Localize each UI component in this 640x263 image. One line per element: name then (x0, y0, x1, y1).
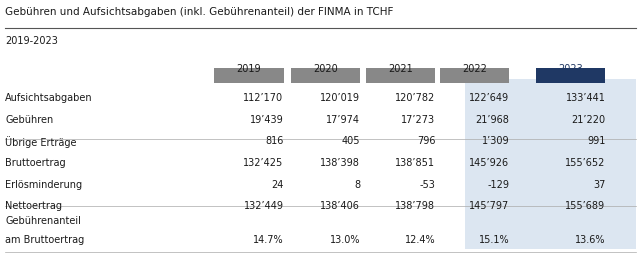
Text: 145’926: 145’926 (469, 158, 509, 168)
Text: 13.0%: 13.0% (330, 235, 360, 245)
Text: 138’851: 138’851 (395, 158, 435, 168)
Text: 2019: 2019 (237, 64, 261, 74)
Text: Übrige Erträge: Übrige Erträge (5, 136, 77, 148)
Text: Gebührenanteil: Gebührenanteil (5, 216, 81, 226)
Text: 37: 37 (593, 180, 605, 190)
Text: 1’309: 1’309 (482, 136, 509, 146)
Text: 796: 796 (417, 136, 435, 146)
Text: 2020: 2020 (314, 64, 338, 74)
Text: 132’425: 132’425 (243, 158, 284, 168)
Text: Bruttoertrag: Bruttoertrag (5, 158, 66, 168)
Text: 405: 405 (342, 136, 360, 146)
Text: 112’170: 112’170 (243, 93, 284, 103)
Text: 19’439: 19’439 (250, 115, 284, 125)
Text: 14.7%: 14.7% (253, 235, 284, 245)
Text: 2019-2023: 2019-2023 (5, 36, 58, 45)
Text: 13.6%: 13.6% (575, 235, 605, 245)
Text: 133’441: 133’441 (566, 93, 605, 103)
Text: 2023: 2023 (559, 64, 583, 74)
Text: 155’689: 155’689 (565, 201, 605, 211)
Text: 155’652: 155’652 (565, 158, 605, 168)
Text: 138’798: 138’798 (395, 201, 435, 211)
Text: 12.4%: 12.4% (404, 235, 435, 245)
Text: 816: 816 (265, 136, 284, 146)
Text: 15.1%: 15.1% (479, 235, 509, 245)
Text: 120’782: 120’782 (395, 93, 435, 103)
Text: 17’974: 17’974 (326, 115, 360, 125)
Text: 21’220: 21’220 (572, 115, 605, 125)
Text: Erlösminderung: Erlösminderung (5, 180, 83, 190)
Text: Nettoertrag: Nettoertrag (5, 201, 62, 211)
Text: 24: 24 (271, 180, 284, 190)
Text: 132’449: 132’449 (243, 201, 284, 211)
Text: am Bruttoertrag: am Bruttoertrag (5, 235, 84, 245)
Text: 122’649: 122’649 (469, 93, 509, 103)
Text: 2021: 2021 (388, 64, 413, 74)
Text: 21’968: 21’968 (476, 115, 509, 125)
Text: 8: 8 (354, 180, 360, 190)
Text: Gebühren: Gebühren (5, 115, 53, 125)
Text: 145’797: 145’797 (469, 201, 509, 211)
Text: -129: -129 (488, 180, 509, 190)
Text: 120’019: 120’019 (321, 93, 360, 103)
Text: Gebühren und Aufsichtsabgaben (inkl. Gebührenanteil) der FINMA in TCHF: Gebühren und Aufsichtsabgaben (inkl. Geb… (5, 7, 394, 17)
Text: 2022: 2022 (463, 64, 487, 74)
Text: 17’273: 17’273 (401, 115, 435, 125)
Text: -53: -53 (419, 180, 435, 190)
Text: 991: 991 (587, 136, 605, 146)
Text: Aufsichtsabgaben: Aufsichtsabgaben (5, 93, 93, 103)
Text: 138’406: 138’406 (321, 201, 360, 211)
Text: 138’398: 138’398 (321, 158, 360, 168)
